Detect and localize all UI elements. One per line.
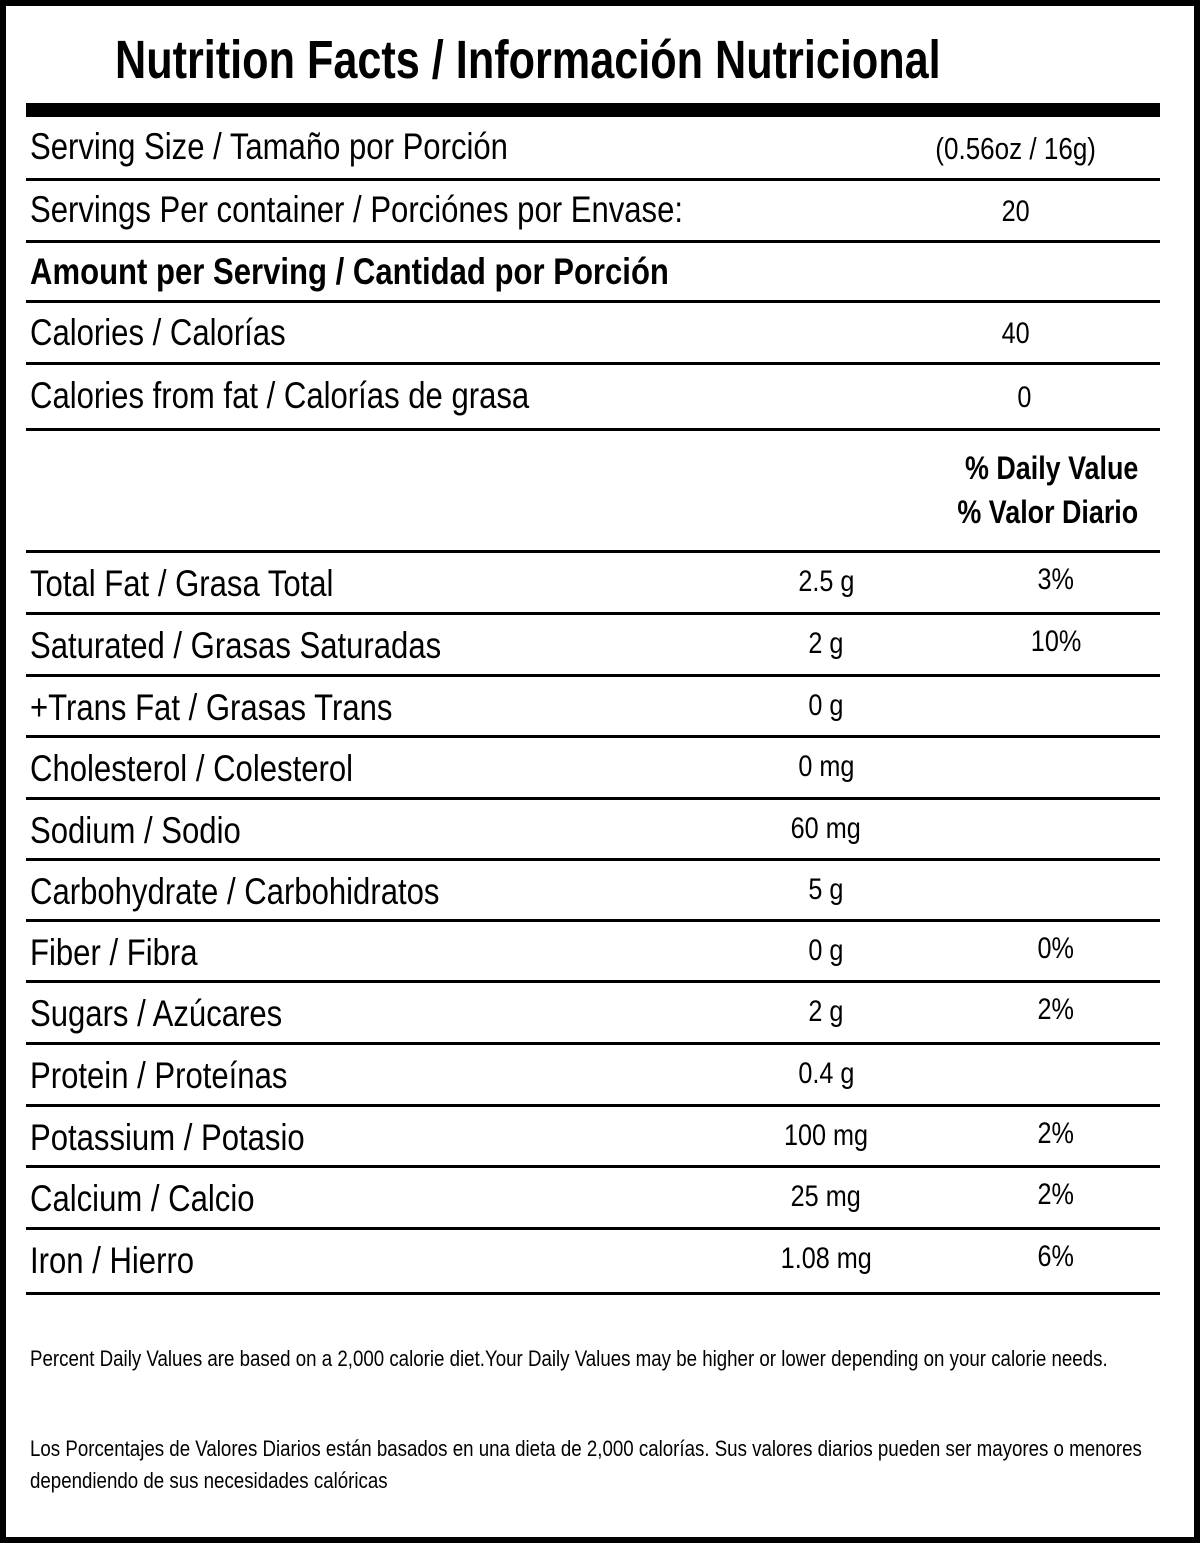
nutrient-daily-value [1001,745,1111,785]
thick-divider [26,103,1160,117]
nutrient-daily-value: 2% [1037,1178,1075,1211]
nutrient-daily-value: 2% [1037,1117,1075,1150]
nutrient-amount: 0 g [808,934,844,967]
nutrient-daily-value: 2% [1037,993,1075,1026]
label-title: Nutrition Facts / Información Nutriciona… [115,30,1147,90]
footnote-en: Percent Daily Values are based on a 2,00… [30,1346,1108,1371]
nutrient-daily-value [1001,868,1111,908]
nutrient-row: Iron / Hierro 1.08 mg 6% [26,1227,1160,1295]
nutrient-label: Total Fat / Grasa Total [30,563,334,604]
nutrient-row: Carbohydrate / Carbohidratos 5 g [26,858,1160,922]
nutrient-label: Carbohydrate / Carbohidratos [30,871,440,912]
nutrient-daily-value [1001,684,1111,724]
nutrient-amount: 100 mg [783,1119,869,1152]
nutrient-amount: 25 mg [790,1180,862,1213]
nutrient-daily-value: 10% [1030,625,1082,658]
servings-per-container-row: Servings Per container / Porciónes por E… [26,178,1160,243]
calories-from-fat-row: Calories from fat / Calorías de grasa 0 [26,362,1160,431]
calories-row: Calories / Calorías 40 [26,300,1160,365]
nutrient-label: Sodium / Sodio [30,810,241,851]
nutrient-daily-value: 6% [1037,1240,1075,1273]
nutrient-row: +Trans Fat / Grasas Trans 0 g [26,674,1160,738]
nutrient-label: +Trans Fat / Grasas Trans [30,687,393,728]
nutrient-row: Protein / Proteínas 0.4 g [26,1042,1160,1107]
nutrient-daily-value [1001,807,1111,847]
nutrient-amount: 2 g [808,627,844,660]
nutrient-row: Sugars / Azúcares 2 g 2% [26,980,1160,1045]
nutrient-row: Sodium / Sodio 60 mg [26,797,1160,861]
daily-value-en: % Daily Value [964,450,1138,486]
calories-value: 40 [1001,317,1031,350]
amount-per-serving-row: Amount per Serving / Cantidad por Porció… [26,240,1160,303]
servings-label: Servings Per container / Porciónes por E… [30,189,684,230]
daily-value-header-row: % Daily Value % Valor Diario [26,428,1160,553]
nutrient-amount: 0 mg [797,750,855,783]
nutrient-label: Calcium / Calcio [30,1178,255,1219]
serving-size-row: Serving Size / Tamaño por Porción (0.56o… [26,117,1160,181]
nutrient-daily-value: 3% [1037,563,1075,596]
amount-per-serving-heading: Amount per Serving / Cantidad por Porció… [30,251,669,292]
nutrient-amount: 5 g [808,873,844,906]
nutrient-label: Fiber / Fibra [30,932,198,973]
nutrient-row: Cholesterol / Colesterol 0 mg [26,735,1160,800]
calories-label: Calories / Calorías [30,312,286,353]
nutrient-amount: 0 g [808,689,844,722]
nutrient-label: Iron / Hierro [30,1240,195,1281]
nutrient-amount: 0.4 g [797,1057,855,1090]
nutrient-amount: 2 g [808,995,844,1028]
calories-from-fat-label: Calories from fat / Calorías de grasa [30,375,530,416]
calories-from-fat-value: 0 [1016,381,1032,414]
serving-size-value: (0.56oz / 16g) [935,131,1097,166]
daily-value-es: % Valor Diario [957,494,1138,530]
nutrient-amount: 1.08 mg [780,1242,872,1275]
nutrient-daily-value [1001,1052,1111,1092]
footnote-es: Los Porcentajes de Valores Diarios están… [30,1436,1142,1493]
nutrient-label: Sugars / Azúcares [30,993,283,1034]
nutrient-row: Potassium / Potasio 100 mg 2% [26,1104,1160,1168]
nutrient-amount: 60 mg [790,812,862,845]
servings-value: 20 [1001,195,1031,228]
nutrient-label: Potassium / Potasio [30,1117,305,1158]
nutrient-daily-value: 0% [1037,932,1075,965]
serving-size-label: Serving Size / Tamaño por Porción [30,126,508,167]
title-text: Nutrition Facts / Información Nutriciona… [115,30,941,90]
daily-value-header: % Daily Value % Valor Diario [923,446,1138,534]
nutrient-amount: 2.5 g [797,565,855,598]
nutrient-row: Total Fat / Grasa Total 2.5 g 3% [26,550,1160,615]
nutrient-row: Calcium / Calcio 25 mg 2% [26,1165,1160,1230]
nutrient-label: Saturated / Grasas Saturadas [30,625,442,666]
nutrient-row: Saturated / Grasas Saturadas 2 g 10% [26,612,1160,677]
nutrient-label: Cholesterol / Colesterol [30,748,354,789]
nutrient-row: Fiber / Fibra 0 g 0% [26,919,1160,983]
nutrient-label: Protein / Proteínas [30,1055,288,1096]
